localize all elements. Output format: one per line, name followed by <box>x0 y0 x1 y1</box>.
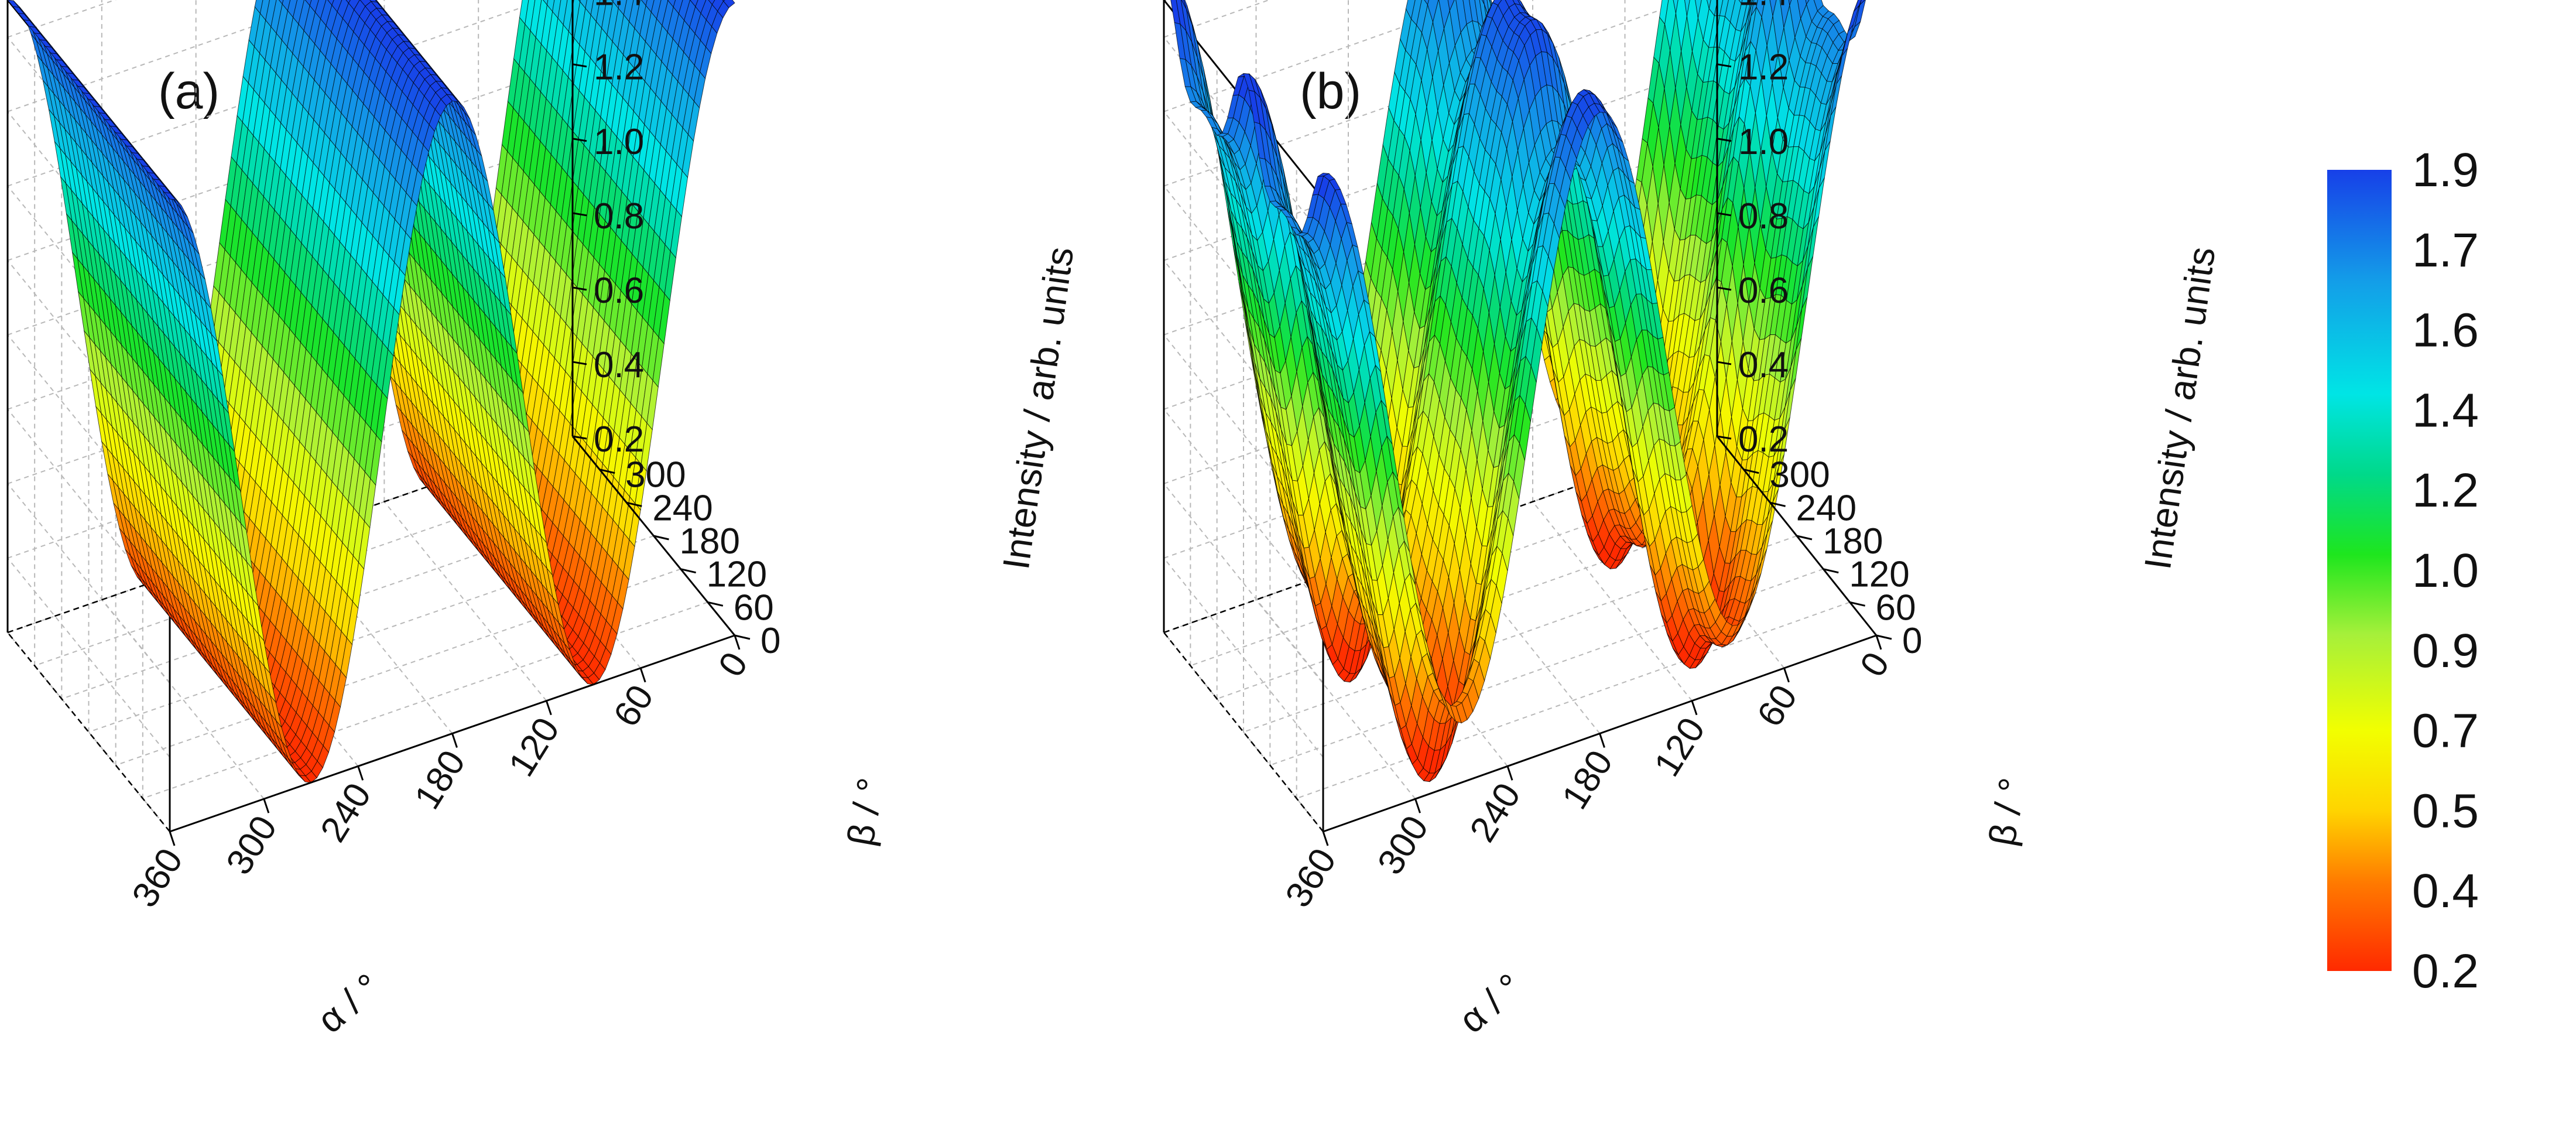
beta-tick-label: 300 <box>625 455 686 495</box>
alpha-tick-label: 240 <box>313 776 379 849</box>
alpha-tick <box>451 733 458 748</box>
surface-patch <box>547 0 555 12</box>
left-wall-grid-line <box>7 36 170 237</box>
alpha-tick <box>263 798 270 813</box>
panel-b-surface <box>1170 0 1866 782</box>
panel-a-y-axis-title: β / ° <box>839 775 892 849</box>
z-tick-label: 1.0 <box>594 122 644 162</box>
surface-patch <box>543 0 549 6</box>
alpha-tick-label: 60 <box>606 678 662 734</box>
panel-a: (a) 360 300 240 180 1206000601201802403000.2… <box>6 0 1082 1041</box>
panel-b-label: (b) <box>1300 63 1361 119</box>
surface-patch <box>640 0 648 6</box>
alpha-tick-label: 0 <box>711 645 756 684</box>
z-tick-label: 0.4 <box>594 345 644 385</box>
alpha-tick <box>357 765 364 781</box>
panel-a-surface <box>7 0 735 783</box>
panel-a-label: (a) <box>158 63 220 119</box>
box-edge <box>7 632 170 832</box>
alpha-tick-label: 300 <box>218 809 285 881</box>
back-wall-grid-line <box>7 0 117 38</box>
z-tick-label: 1.2 <box>594 47 644 88</box>
surface-patch <box>304 0 312 6</box>
surface-patch <box>612 0 621 9</box>
left-wall-grid-line <box>7 186 170 386</box>
panel-a-z-axis-title: Intensity / arb. units <box>995 244 1082 572</box>
surface-patch <box>7 0 20 8</box>
surface-patch <box>18 13 30 21</box>
floor-grid-line <box>383 501 547 702</box>
z-tick-label: 0.6 <box>594 271 644 311</box>
z-tick-label: 1.4 <box>594 0 644 13</box>
alpha-tick-label: 120 <box>501 711 567 784</box>
alpha-tick <box>545 700 552 716</box>
left-wall-grid-line <box>7 483 170 683</box>
surface-patch <box>345 0 351 4</box>
left-wall-grid-line <box>7 334 170 535</box>
surface-patch <box>278 0 284 5</box>
beta-tick <box>734 634 751 640</box>
panel-b: (b) 360 300 240 180 1206000601201802403000.2… <box>1163 0 2223 1041</box>
alpha-tick <box>734 635 741 650</box>
alpha-tick-label: 360 <box>125 842 191 914</box>
alpha-tick <box>169 831 176 846</box>
surface-patch <box>580 0 587 9</box>
z-tick-label: 0.2 <box>594 419 644 460</box>
alpha-tick <box>639 668 646 683</box>
z-tick-label: 0.8 <box>594 196 644 237</box>
panel-a-x-axis-title: α / ° <box>309 965 388 1041</box>
alpha-tick-label: 180 <box>407 743 473 816</box>
